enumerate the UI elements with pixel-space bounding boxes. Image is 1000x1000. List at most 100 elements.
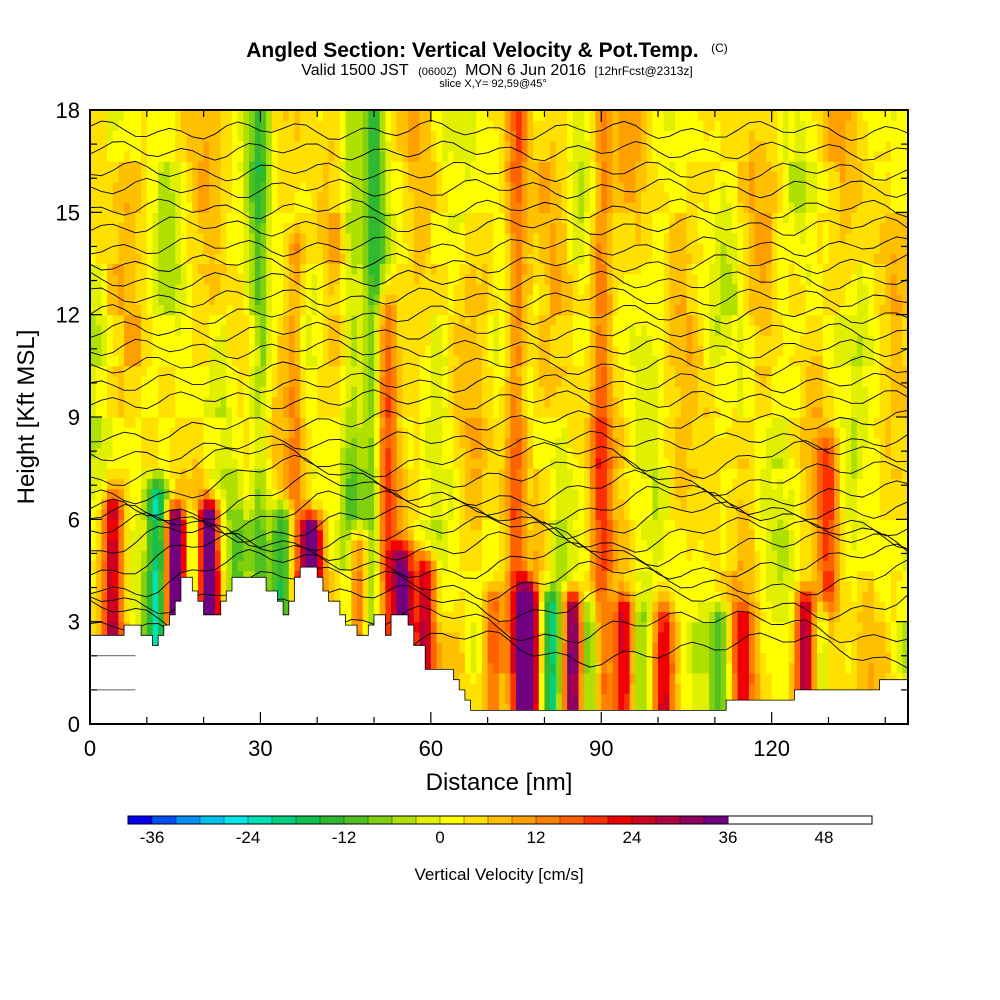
velocity-cell — [311, 202, 318, 213]
velocity-cell — [430, 171, 438, 183]
velocity-cell — [521, 365, 528, 377]
velocity-cell — [124, 161, 131, 172]
velocity-cell — [487, 263, 494, 275]
velocity-cell — [436, 283, 443, 295]
velocity-cell — [214, 437, 222, 449]
velocity-cell — [516, 642, 523, 653]
velocity-cell — [447, 324, 455, 336]
velocity-cell — [180, 140, 188, 152]
velocity-cell — [124, 212, 131, 224]
velocity-cell — [470, 672, 477, 684]
velocity-cell — [226, 294, 233, 306]
velocity-cell — [555, 294, 563, 306]
velocity-cell — [95, 324, 102, 336]
velocity-cell — [481, 335, 489, 346]
velocity-cell — [436, 396, 443, 408]
velocity-cell — [374, 222, 381, 234]
velocity-cell — [112, 590, 119, 602]
velocity-cell — [510, 611, 517, 623]
velocity-cell — [533, 120, 540, 132]
velocity-cell — [436, 662, 443, 674]
velocity-cell — [442, 406, 449, 418]
velocity-cell — [362, 621, 369, 633]
velocity-cell — [351, 386, 358, 398]
velocity-cell — [328, 294, 335, 306]
velocity-cell — [408, 253, 415, 265]
velocity-cell — [470, 263, 477, 275]
velocity-cell — [158, 447, 165, 459]
velocity-cell — [214, 386, 222, 398]
velocity-cell — [396, 498, 404, 510]
velocity-cell — [294, 222, 301, 234]
velocity-cell — [163, 243, 171, 254]
velocity-cell — [345, 232, 352, 244]
velocity-cell — [476, 560, 483, 572]
velocity-cell — [379, 601, 386, 613]
velocity-cell — [254, 509, 262, 520]
velocity-cell — [442, 417, 449, 428]
velocity-cell — [220, 130, 227, 142]
velocity-cell — [470, 539, 477, 551]
velocity-cell — [481, 519, 489, 531]
velocity-cell — [391, 304, 398, 316]
velocity-cell — [107, 396, 114, 408]
velocity-cell — [300, 519, 307, 531]
velocity-cell — [254, 427, 262, 439]
velocity-cell — [442, 498, 449, 510]
velocity-cell — [226, 273, 233, 285]
velocity-cell — [413, 457, 421, 469]
velocity-cell — [209, 110, 216, 121]
velocity-cell — [555, 150, 563, 162]
velocity-cell — [266, 468, 273, 479]
velocity-cell — [368, 181, 375, 193]
velocity-cell — [516, 652, 523, 664]
chart-title-units: (C) — [711, 41, 728, 55]
velocity-cell — [118, 232, 125, 244]
velocity-cell — [254, 263, 262, 275]
velocity-cell — [550, 232, 557, 244]
velocity-cell — [425, 324, 432, 336]
velocity-cell — [220, 365, 227, 377]
velocity-cell — [436, 611, 443, 623]
velocity-cell — [175, 222, 182, 234]
velocity-cell — [453, 672, 460, 684]
velocity-cell — [112, 253, 119, 265]
velocity-cell — [464, 396, 472, 408]
velocity-cell — [464, 529, 472, 541]
velocity-cell — [90, 590, 97, 602]
velocity-cell — [476, 110, 483, 121]
velocity-cell — [481, 365, 489, 377]
velocity-cell — [141, 130, 148, 142]
velocity-cell — [203, 355, 210, 367]
velocity-cell — [356, 273, 364, 285]
velocity-cell — [408, 212, 415, 224]
velocity-cell — [107, 498, 114, 510]
velocity-cell — [118, 150, 125, 162]
velocity-cell — [322, 191, 330, 203]
velocity-cell — [419, 580, 426, 592]
velocity-cell — [249, 191, 256, 203]
velocity-cell — [322, 365, 330, 377]
velocity-cell — [470, 611, 477, 623]
velocity-cell — [266, 386, 273, 398]
velocity-cell — [141, 222, 148, 234]
velocity-cell — [112, 212, 119, 224]
velocity-cell — [453, 263, 460, 275]
velocity-cell — [322, 150, 330, 162]
velocity-cell — [158, 560, 165, 572]
velocity-cell — [232, 447, 239, 459]
velocity-cell — [402, 365, 409, 377]
velocity-cell — [550, 611, 557, 623]
velocity-cell — [419, 283, 426, 295]
velocity-cell — [345, 191, 352, 203]
velocity-cell — [379, 161, 386, 172]
velocity-cell — [356, 202, 364, 213]
velocity-cell — [533, 683, 540, 694]
velocity-cell — [101, 212, 108, 224]
velocity-cell — [521, 273, 528, 285]
velocity-cell — [112, 324, 119, 336]
velocity-cell — [493, 406, 500, 418]
velocity-cell — [419, 365, 426, 377]
velocity-cell — [396, 263, 404, 275]
